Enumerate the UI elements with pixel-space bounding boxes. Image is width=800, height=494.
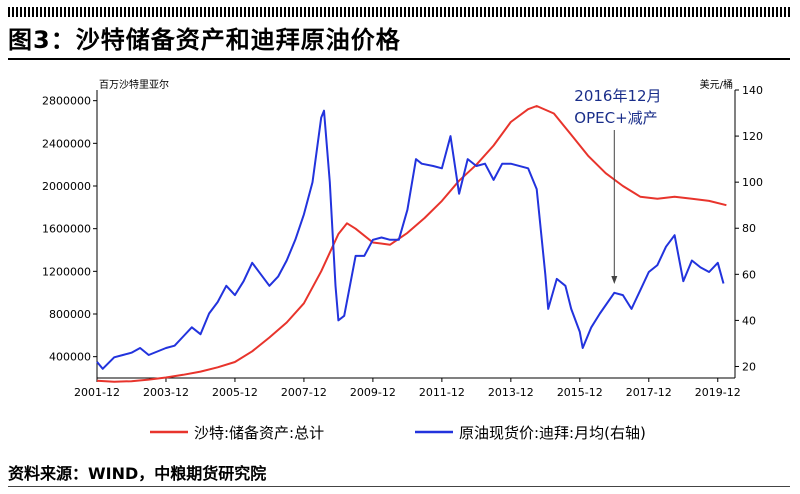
- x-tick-label: 2013-12: [488, 386, 534, 399]
- header-stripes: [8, 7, 790, 17]
- x-tick-label: 2003-12: [143, 386, 189, 399]
- title-rule: [8, 58, 790, 60]
- annotation-arrow-head: [611, 276, 618, 284]
- x-tick-label: 2009-12: [350, 386, 396, 399]
- annotation-event: OPEC+减产: [574, 109, 657, 127]
- x-tick-label: 2019-12: [695, 386, 741, 399]
- right-tick-label: 60: [742, 268, 756, 281]
- right-tick-label: 40: [742, 314, 756, 327]
- right-tick-label: 140: [742, 84, 763, 97]
- right-tick-label: 100: [742, 176, 763, 189]
- source-note: 资料来源：WIND，中粮期货研究院: [8, 464, 267, 483]
- left-tick-label: 1600000: [42, 223, 91, 236]
- right-tick-label: 80: [742, 222, 756, 235]
- series-line-dubai-crude: [96, 109, 725, 370]
- figure-title: 图3：沙特储备资产和迪拜原油价格: [8, 26, 401, 54]
- right-tick-label: 20: [742, 360, 756, 373]
- bottom-rule: [8, 486, 790, 487]
- right-tick-label: 120: [742, 130, 763, 143]
- left-tick-label: 1200000: [42, 265, 91, 278]
- legend-label-reserves: 沙特:储备资产:总计: [194, 424, 324, 442]
- legend-label-dubai-crude: 原油现货价:迪拜:月均(右轴): [459, 424, 646, 442]
- x-tick-label: 2011-12: [419, 386, 465, 399]
- left-tick-label: 800000: [49, 308, 91, 321]
- x-tick-label: 2001-12: [74, 386, 120, 399]
- left-tick-label: 2400000: [42, 137, 91, 150]
- x-tick-label: 2007-12: [281, 386, 327, 399]
- left-tick-label: 2800000: [42, 95, 91, 108]
- left-axis-unit: 百万沙特里亚尔: [99, 78, 169, 91]
- left-tick-label: 400000: [49, 351, 91, 364]
- right-axis-unit: 美元/桶: [700, 78, 733, 91]
- annotation-date: 2016年12月: [574, 87, 661, 105]
- x-tick-label: 2005-12: [212, 386, 258, 399]
- x-tick-label: 2017-12: [626, 386, 672, 399]
- x-tick-label: 2015-12: [557, 386, 603, 399]
- series-line-reserves: [96, 105, 727, 383]
- left-tick-label: 2000000: [42, 180, 91, 193]
